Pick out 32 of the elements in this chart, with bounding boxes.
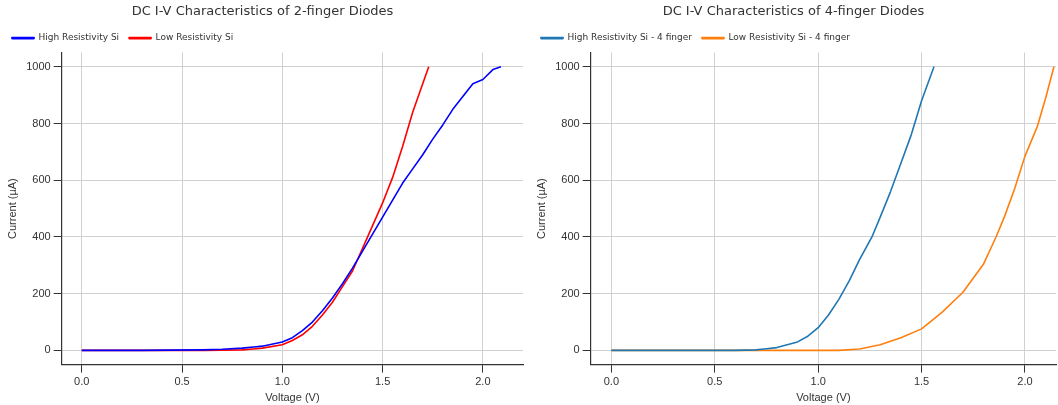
x-tick-label: 0.5 — [707, 375, 723, 388]
y-tick-label: 800 — [32, 116, 51, 129]
x-tick-label: 1.5 — [913, 375, 930, 388]
y-tick-label: 200 — [32, 286, 51, 299]
y-tick-label: 600 — [561, 173, 580, 186]
legend-label: High Resistivity Si — [38, 32, 120, 43]
x-tick-label: 0.0 — [603, 375, 619, 388]
chart-title: DC I-V Characteristics of 4-finger Diodes — [662, 3, 925, 19]
y-tick-label: 400 — [32, 229, 51, 242]
x-tick-label: 2.0 — [475, 375, 491, 388]
x-tick-label: 1.0 — [810, 375, 826, 388]
y-tick-label: 400 — [561, 229, 580, 242]
y-tick-label: 0 — [44, 343, 51, 356]
legend-label: Low Resistivity Si - 4 finger — [728, 32, 851, 43]
y-tick-label: 0 — [573, 343, 580, 356]
chart-title: DC I-V Characteristics of 2-finger Diodes — [131, 3, 394, 19]
y-tick-label: 1000 — [26, 59, 51, 72]
x-tick-label: 0.5 — [174, 375, 190, 388]
x-tick-label: 1.5 — [374, 375, 391, 388]
x-axis-title: Voltage (V) — [265, 391, 320, 404]
y-tick-label: 1000 — [555, 59, 580, 72]
x-tick-label: 0.0 — [74, 375, 90, 388]
x-tick-label: 2.0 — [1017, 375, 1033, 388]
y-tick-label: 200 — [561, 286, 580, 299]
legend-label: High Resistivity Si - 4 finger — [567, 32, 693, 43]
y-tick-label: 600 — [32, 173, 51, 186]
y-tick-label: 800 — [561, 116, 580, 129]
x-axis-title: Voltage (V) — [796, 391, 851, 404]
x-tick-label: 1.0 — [274, 375, 290, 388]
y-axis-title: Current (µA) — [5, 178, 18, 239]
legend-label: Low Resistivity Si — [155, 32, 234, 43]
y-axis-title: Current (µA) — [534, 178, 547, 239]
